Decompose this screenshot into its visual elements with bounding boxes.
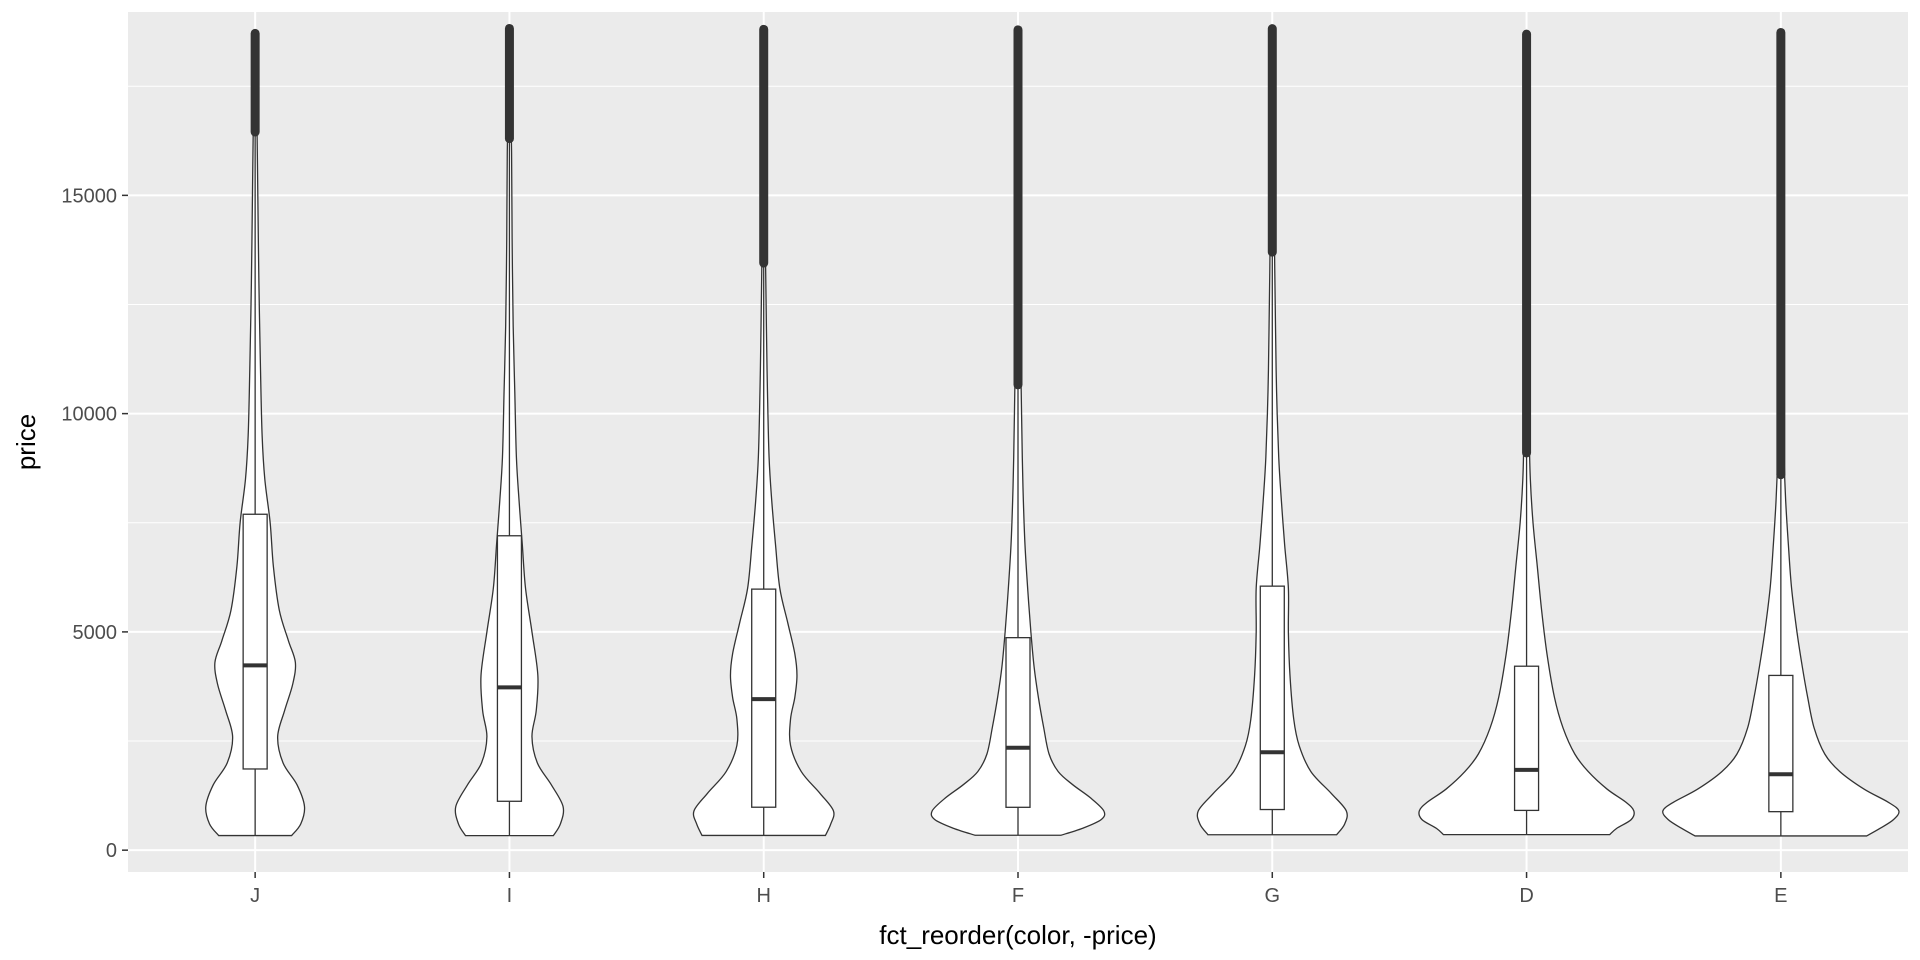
box-G	[1259, 585, 1285, 811]
x-tick-label: H	[756, 885, 770, 907]
x-tick-label: F	[1012, 885, 1024, 907]
box-D	[1513, 665, 1540, 812]
y-axis: 0 5000 10000 15000	[61, 185, 128, 862]
y-tick-label: 10000	[61, 404, 117, 426]
x-tick-label: E	[1774, 885, 1787, 907]
x-tick-label: D	[1519, 885, 1533, 907]
x-axis-title: fct_reorder(color, -price)	[879, 920, 1156, 950]
y-tick-label: 5000	[73, 622, 118, 644]
y-axis-title: price	[11, 414, 41, 470]
x-tick-label: I	[507, 885, 513, 907]
box-E	[1768, 674, 1794, 813]
box-F	[1005, 637, 1031, 808]
y-tick-label: 0	[106, 840, 117, 862]
x-tick-label: G	[1265, 885, 1281, 907]
y-tick-label: 15000	[61, 185, 117, 207]
x-tick-label: J	[250, 885, 260, 907]
box-I	[496, 535, 523, 802]
violins	[205, 23, 1900, 837]
box-J	[242, 513, 268, 770]
